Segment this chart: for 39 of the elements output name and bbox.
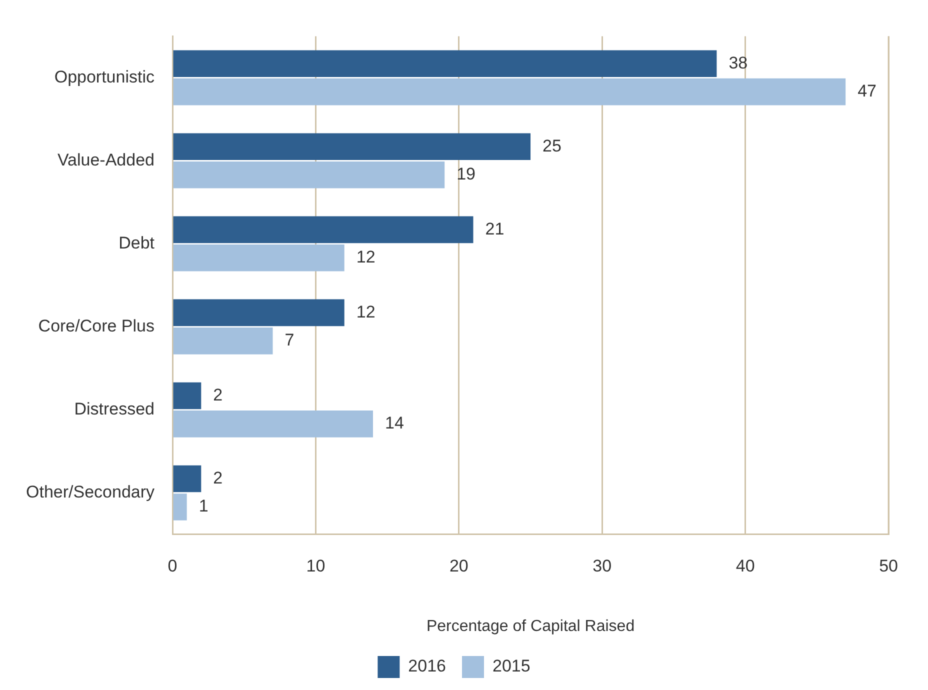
bar — [173, 161, 445, 188]
x-tick-label: 30 — [592, 556, 612, 576]
x-tick-label: 10 — [306, 556, 326, 576]
x-tick-label: 0 — [168, 556, 178, 576]
y-tick-label: Value-Added — [57, 150, 155, 170]
x-tick-label: 50 — [879, 556, 898, 576]
data-label: 47 — [858, 82, 877, 101]
y-tick-label: Distressed — [74, 400, 155, 419]
bar — [173, 133, 531, 160]
data-label: 12 — [356, 302, 376, 322]
data-label: 1 — [198, 496, 208, 516]
bar — [173, 465, 202, 492]
bar — [173, 50, 717, 78]
data-label: 19 — [456, 164, 476, 184]
bar — [173, 382, 202, 410]
y-tick-label: Opportunistic — [54, 67, 155, 86]
data-label: 12 — [356, 248, 376, 267]
bar — [173, 410, 373, 438]
data-label: 25 — [542, 136, 562, 156]
data-label: 2 — [213, 468, 223, 488]
x-tick-label: 20 — [449, 556, 468, 576]
bar — [173, 78, 846, 106]
data-label: 14 — [385, 414, 404, 433]
y-tick-label: Debt — [118, 233, 155, 252]
data-label: 7 — [284, 330, 294, 350]
x-tick-label: 40 — [736, 556, 755, 576]
bar — [173, 494, 187, 520]
data-label: 38 — [728, 53, 748, 72]
bar — [173, 299, 344, 326]
y-tick-label: Core/Core Plus — [38, 316, 155, 336]
y-tick-label: Other/Secondary — [26, 482, 156, 502]
data-label: 2 — [213, 385, 223, 404]
data-label: 21 — [485, 219, 504, 238]
legend-label: 2015 — [492, 656, 530, 676]
bar — [173, 244, 344, 272]
bar — [173, 216, 474, 244]
bar — [173, 328, 273, 354]
legend-label: 2016 — [408, 656, 446, 676]
x-axis-title: Percentage of Capital Raised — [426, 618, 635, 635]
